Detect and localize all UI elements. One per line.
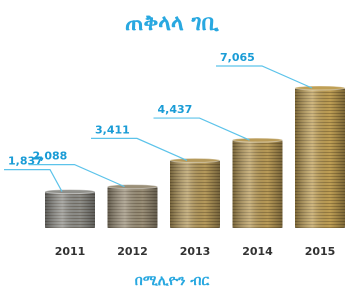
x-tick-label: 2011 xyxy=(55,245,86,258)
x-tick-label: 2014 xyxy=(242,245,273,258)
leader-line xyxy=(29,165,125,187)
bar-shade xyxy=(108,187,158,228)
leader-line xyxy=(154,118,250,140)
value-label: 2,088 xyxy=(33,150,68,163)
leader-line xyxy=(91,138,187,160)
value-label: 4,437 xyxy=(158,103,193,116)
bar-shade xyxy=(233,140,283,228)
leader-line xyxy=(216,66,312,88)
bar-cap xyxy=(170,158,220,162)
x-tick-label: 2013 xyxy=(180,245,211,258)
unit-label: በሚሊዮን ብር xyxy=(135,273,210,289)
leader-line xyxy=(4,170,62,192)
bar-cap xyxy=(233,138,283,142)
bar-cap xyxy=(108,185,158,189)
bar-shade xyxy=(170,160,220,228)
bar-shade xyxy=(45,192,95,228)
chart: ጠቅላላ ገቢ በሚሊዮን ብር 1,83720112,08820123,411… xyxy=(0,0,345,298)
chart-title: ጠቅላላ ገቢ xyxy=(125,11,220,36)
bar-shade xyxy=(295,88,345,228)
value-label: 7,065 xyxy=(220,51,255,64)
x-tick-label: 2015 xyxy=(305,245,336,258)
bar-cap xyxy=(295,86,345,90)
bar-cap xyxy=(45,190,95,194)
value-label: 3,411 xyxy=(95,123,130,136)
x-tick-label: 2012 xyxy=(117,245,148,258)
